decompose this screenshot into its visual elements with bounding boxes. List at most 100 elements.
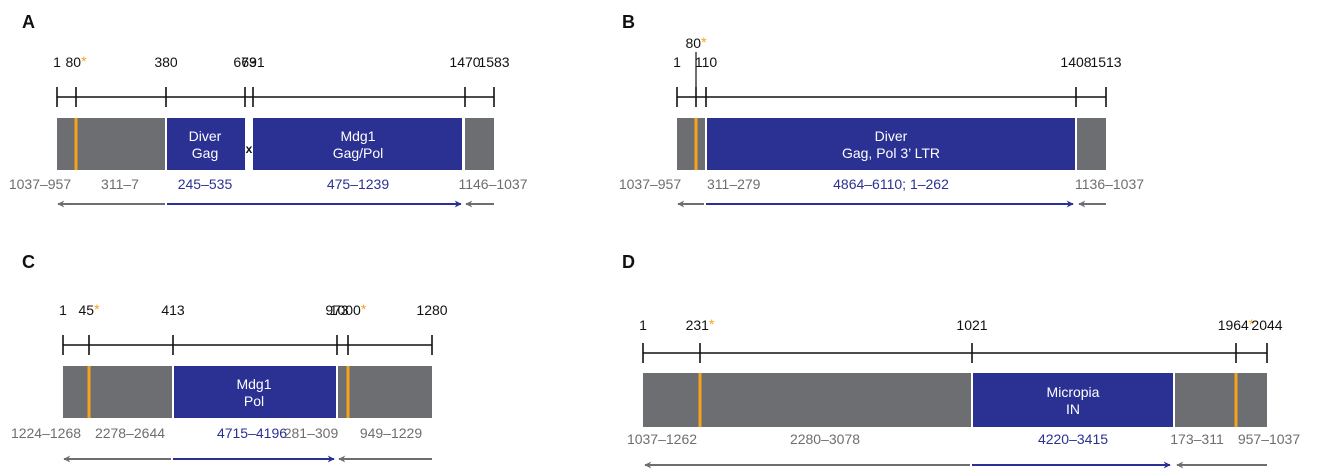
tick-label-number: 231 xyxy=(686,317,710,333)
tick-label: 231* xyxy=(686,316,715,333)
tick-label-number: 80 xyxy=(685,35,701,51)
range-label: 311–7 xyxy=(101,176,139,192)
tick-label: 380 xyxy=(154,54,178,70)
orange-star-mark: * xyxy=(361,301,367,317)
range-label: 1136–1037 xyxy=(1075,176,1144,192)
block-label-line2: IN xyxy=(1066,401,1080,417)
tick-label-number: 691 xyxy=(241,54,265,70)
tick-label: 1583 xyxy=(478,54,509,70)
range-label: 1037–957 xyxy=(9,176,72,192)
range-label: 2280–3078 xyxy=(790,431,860,447)
block-label-line2: Gag xyxy=(192,145,218,161)
tick-label: 1 xyxy=(59,302,67,318)
tick-label-number: 1 xyxy=(639,317,647,333)
tick-label: 1000* xyxy=(330,301,367,318)
tick-label-number: 673 xyxy=(233,54,257,70)
tick-label-number: 1964 xyxy=(1218,317,1249,333)
block-label-line1: Diver xyxy=(875,128,908,144)
range-label: 245–535 xyxy=(178,176,233,192)
range-label: 311–279 xyxy=(707,176,761,192)
tick-label: 1408 xyxy=(1060,54,1091,70)
orange-marker xyxy=(698,373,702,427)
panel-letter: B xyxy=(622,12,635,32)
tick-label-number: 1583 xyxy=(478,54,509,70)
orange-marker xyxy=(1234,373,1238,427)
tick-label-number: 45 xyxy=(78,302,94,318)
block-label-line2: Gag/Pol xyxy=(333,145,384,161)
coding-block xyxy=(706,118,1076,170)
tick-label: 80* xyxy=(685,34,707,51)
block-label-line1: Diver xyxy=(189,128,222,144)
orange-marker xyxy=(87,366,91,418)
orange-star-mark: * xyxy=(709,316,715,332)
range-label: 281–309 xyxy=(284,425,339,441)
tick-label-number: 1021 xyxy=(956,317,987,333)
tick-label-number: 1000 xyxy=(330,302,361,318)
block-label-line1: Mdg1 xyxy=(340,128,375,144)
range-label: 1146–1037 xyxy=(458,176,527,192)
orange-star-mark: * xyxy=(1249,316,1255,332)
coding-block xyxy=(253,118,463,170)
range-label: 2278–2644 xyxy=(95,425,165,441)
tick-label-number: 1280 xyxy=(416,302,447,318)
flanking-block xyxy=(1174,373,1267,427)
tick-label-number: 1 xyxy=(59,302,67,318)
coding-block xyxy=(972,373,1174,427)
flanking-block xyxy=(1076,118,1106,170)
tick-label: 673 xyxy=(233,54,257,70)
coding-block xyxy=(173,366,337,418)
range-label: 4715–4196 xyxy=(217,425,287,441)
range-label: 1037–957 xyxy=(619,176,682,192)
tick-label: 110 xyxy=(695,54,718,70)
tick-label-number: 380 xyxy=(154,54,178,70)
block-label-line2: Gag, Pol 3’ LTR xyxy=(842,145,940,161)
orange-star-mark: * xyxy=(81,53,87,69)
orange-star-mark: * xyxy=(94,301,100,317)
tick-label: 1021 xyxy=(956,317,987,333)
orange-marker xyxy=(694,118,698,170)
flanking-block xyxy=(643,373,972,427)
tick-label-number: 1 xyxy=(53,54,61,70)
tick-label-number: 1470 xyxy=(449,54,480,70)
tick-label-number: 413 xyxy=(161,302,185,318)
tick-label: 1513 xyxy=(1090,54,1121,70)
range-label: 475–1239 xyxy=(327,176,390,192)
panel-letter: D xyxy=(622,252,635,272)
range-label: 1037–1262 xyxy=(627,431,697,447)
tick-label-number: 1 xyxy=(673,54,681,70)
coding-block xyxy=(166,118,245,170)
tick-label-number: 1408 xyxy=(1060,54,1091,70)
tick-label-number: 1513 xyxy=(1090,54,1121,70)
panel-letter: C xyxy=(22,252,35,272)
block-label-line1: Mdg1 xyxy=(236,376,271,392)
range-label: 1224–1268 xyxy=(11,425,81,441)
tick-label: 413 xyxy=(161,302,185,318)
orange-marker xyxy=(346,366,350,418)
tick-label: 1470 xyxy=(449,54,480,70)
tick-label: 1 xyxy=(639,317,647,333)
flanking-block xyxy=(63,366,173,418)
tick-label: 1 xyxy=(673,54,681,70)
tick-label: 691 xyxy=(241,54,265,70)
range-label: 4864–6110; 1–262 xyxy=(833,176,949,192)
range-label: 957–1037 xyxy=(1238,431,1301,447)
tick-label: 2044 xyxy=(1251,317,1282,333)
range-label: 173–311 xyxy=(1170,431,1224,447)
junction-mark: x xyxy=(246,142,253,156)
flanking-block xyxy=(57,118,166,170)
tick-label: 80* xyxy=(65,53,87,70)
orange-marker xyxy=(74,118,78,170)
tick-label: 973 xyxy=(325,302,349,318)
tick-label-number: 110 xyxy=(695,54,718,70)
tick-label-number: 973 xyxy=(325,302,349,318)
tick-label: 1964* xyxy=(1218,316,1255,333)
tick-label-number: 80 xyxy=(65,54,81,70)
panel-letter: A xyxy=(22,12,35,32)
orange-star-mark: * xyxy=(701,34,707,50)
block-label-line1: Micropia xyxy=(1047,384,1100,400)
